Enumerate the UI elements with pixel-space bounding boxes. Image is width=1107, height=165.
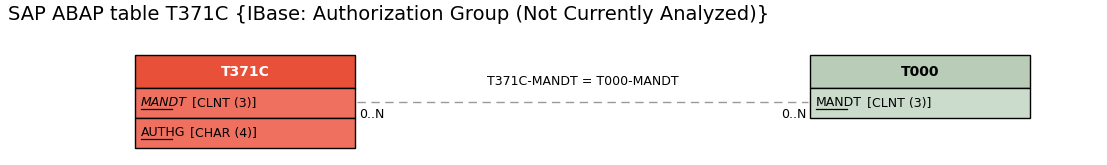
Text: T371C-MANDT = T000-MANDT: T371C-MANDT = T000-MANDT <box>487 75 679 88</box>
Bar <box>135 55 355 88</box>
Bar <box>810 55 1030 88</box>
Bar <box>135 118 355 148</box>
Bar <box>810 88 1030 118</box>
Text: [CLNT (3)]: [CLNT (3)] <box>188 97 256 110</box>
Text: 0..N: 0..N <box>780 108 806 121</box>
Bar <box>135 88 355 118</box>
Text: AUTHG: AUTHG <box>141 127 186 139</box>
Text: T000: T000 <box>901 65 939 79</box>
Text: SAP ABAP table T371C {IBase: Authorization Group (Not Currently Analyzed)}: SAP ABAP table T371C {IBase: Authorizati… <box>8 5 769 24</box>
Text: 0..N: 0..N <box>359 108 384 121</box>
Text: MANDT: MANDT <box>816 97 862 110</box>
Text: MANDT: MANDT <box>141 97 187 110</box>
Text: T371C: T371C <box>220 65 269 79</box>
Text: [CLNT (3)]: [CLNT (3)] <box>863 97 931 110</box>
Text: [CHAR (4)]: [CHAR (4)] <box>186 127 257 139</box>
